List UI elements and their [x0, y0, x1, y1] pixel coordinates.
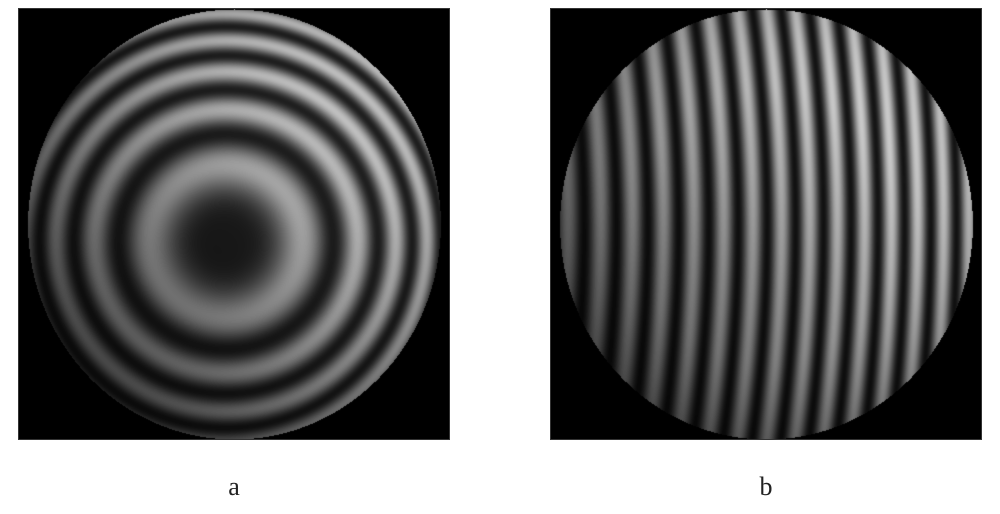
- panel-a: a: [18, 8, 450, 502]
- label-b: b: [760, 472, 773, 502]
- interferogram-a: [18, 8, 450, 440]
- interferogram-b: [550, 8, 982, 440]
- label-a: a: [228, 472, 240, 502]
- figure-container: a b: [0, 0, 1000, 502]
- panel-b: b: [550, 8, 982, 502]
